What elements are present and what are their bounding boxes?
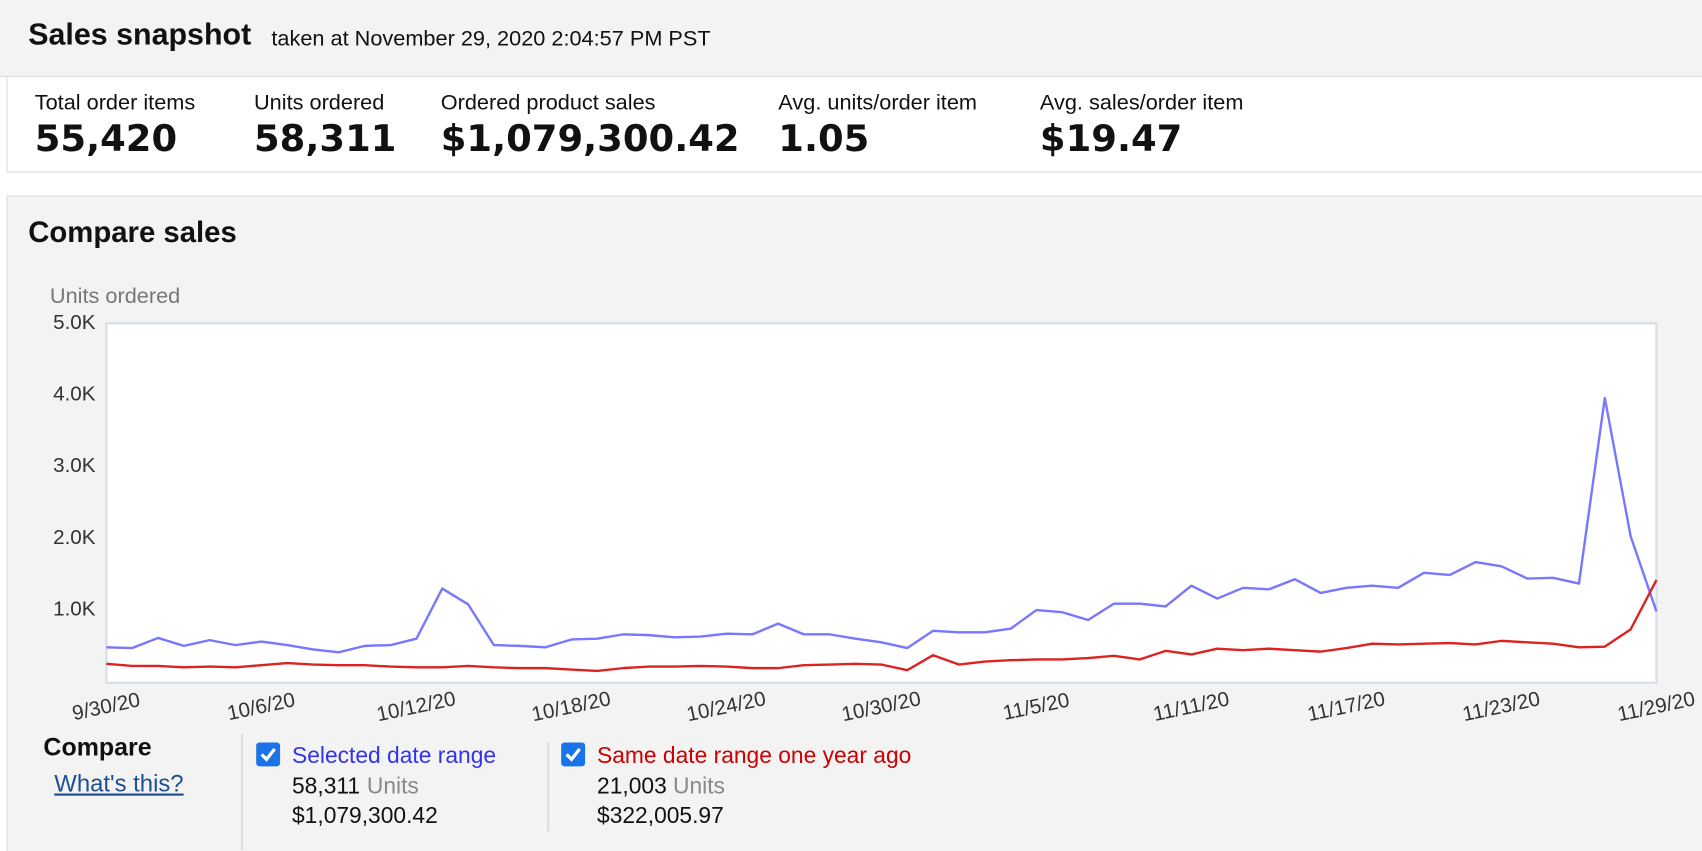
x-tick-label: 11/11/20	[1151, 687, 1231, 726]
divider	[240, 733, 244, 850]
x-tick-label: 11/17/20	[1305, 687, 1387, 726]
metric-value: 58,311	[254, 117, 397, 161]
check-icon	[565, 747, 581, 762]
y-tick-label: 4.0K	[53, 383, 96, 406]
snapshot-time: taken at November 29, 2020 2:04:57 PM PS…	[271, 27, 711, 52]
compare-title: Compare	[43, 732, 152, 761]
metrics-panel	[6, 77, 1702, 173]
metric-value: 55,420	[34, 117, 178, 161]
metric-label: Units ordered	[254, 91, 385, 116]
help-link[interactable]: What's this?	[54, 769, 184, 797]
series-line	[106, 579, 1658, 673]
metric-label: Total order items	[34, 91, 196, 116]
x-tick-label: 10/18/20	[530, 687, 613, 726]
metric-value: $19.47	[1039, 117, 1183, 161]
metric-label: Avg. sales/order item	[1039, 91, 1244, 116]
metric-label: Avg. units/order item	[778, 91, 978, 116]
x-tick-label: 9/30/20	[70, 688, 142, 725]
plot-area	[105, 322, 1658, 684]
series-line	[106, 396, 1658, 654]
x-tick-label: 11/29/20	[1615, 687, 1697, 726]
metric-value: $1,079,300.42	[440, 117, 740, 161]
legend-sales: $1,079,300.42	[291, 803, 438, 829]
legend-units: 21,003	[597, 773, 667, 799]
x-tick-label: 10/12/20	[375, 687, 458, 726]
check-icon	[260, 747, 276, 762]
y-tick-label: 1.0K	[53, 598, 96, 621]
header-bar	[0, 0, 1702, 78]
legend-name: Selected date range	[291, 743, 497, 769]
x-tick-label: 10/30/20	[840, 687, 923, 726]
y-tick-label: 3.0K	[53, 454, 96, 477]
legend-sales: $322,005.97	[597, 803, 724, 829]
y-tick-label: 5.0K	[53, 311, 96, 334]
legend-units-label: Units	[673, 773, 725, 799]
x-tick-label: 10/24/20	[685, 687, 768, 726]
legend-name: Same date range one year ago	[597, 743, 912, 769]
x-tick-label: 11/5/20	[1001, 688, 1072, 724]
checkbox[interactable]	[256, 742, 281, 767]
y-tick-label: 2.0K	[53, 526, 96, 549]
y-axis-title: Units ordered	[50, 283, 180, 308]
section-title: Compare sales	[28, 216, 237, 249]
page-title: Sales snapshot	[28, 17, 252, 52]
x-tick-label: 10/6/20	[225, 688, 297, 725]
legend-units: 58,311	[291, 773, 361, 799]
metric-label: Ordered product sales	[440, 91, 656, 116]
divider	[547, 742, 550, 832]
metric-value: 1.05	[778, 117, 870, 161]
checkbox[interactable]	[561, 742, 586, 767]
x-tick-label: 11/23/20	[1460, 687, 1542, 726]
legend-units-label: Units	[366, 773, 419, 799]
